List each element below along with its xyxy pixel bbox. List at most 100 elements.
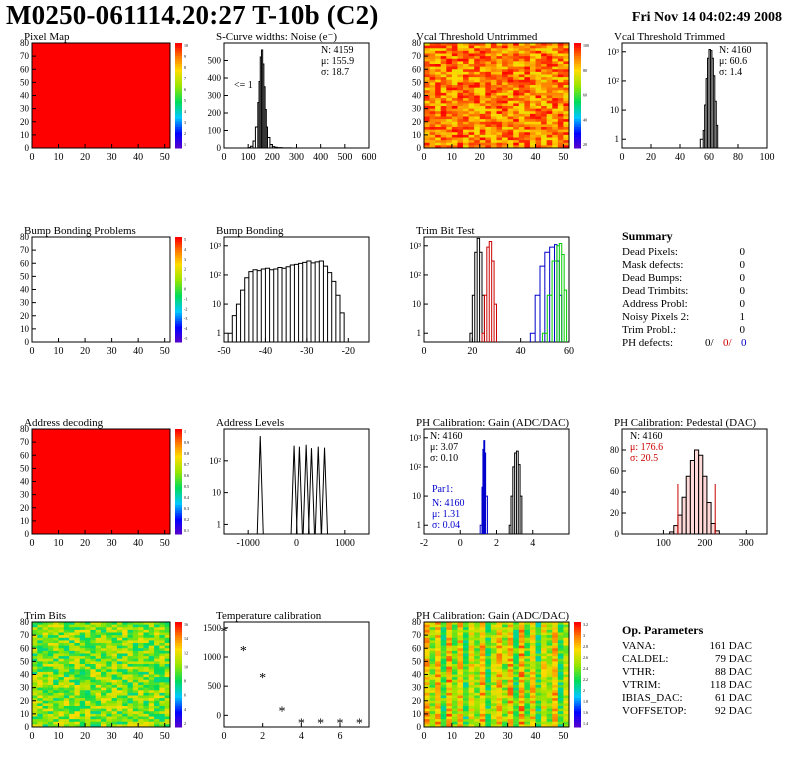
heatmap-cell — [524, 145, 531, 149]
palette-tick: 8 — [184, 679, 186, 684]
heatmap-cell — [32, 645, 38, 649]
heatmap-cell — [154, 640, 160, 644]
stat-line: σ: 1.4 — [719, 67, 742, 78]
heatmap-cell — [79, 632, 86, 636]
palette-cell — [175, 450, 182, 454]
heatmap-cell — [451, 87, 458, 91]
heatmap-cell — [485, 666, 492, 670]
heatmap-cell — [546, 724, 553, 728]
palette-cell — [175, 258, 182, 262]
heatmap-cell — [159, 643, 166, 647]
heatmap-cell — [563, 661, 570, 665]
heatmap-cell — [513, 48, 520, 52]
palette-cell — [175, 129, 182, 133]
heatmap-cell — [490, 66, 497, 70]
heatmap-cell — [513, 71, 520, 75]
heatmap-cell — [518, 64, 525, 68]
heatmap-cell — [451, 53, 458, 57]
heatmap-cell — [53, 637, 59, 641]
heatmap-cell — [524, 685, 531, 689]
heatmap-cell — [563, 671, 570, 675]
heatmap-cell — [490, 108, 497, 112]
heatmap-cell — [535, 656, 542, 660]
heatmap-cell — [563, 640, 570, 644]
palette-tick: 0.1 — [184, 528, 189, 533]
heatmap-cell — [446, 624, 453, 628]
heatmap-cell — [148, 666, 155, 670]
heatmap-cell — [535, 627, 542, 631]
heatmap-cell — [143, 635, 150, 639]
x-tick-label: 40 — [516, 346, 526, 357]
heatmap-cell — [518, 698, 525, 702]
heatmap-cell — [557, 43, 564, 47]
heatmap-cell — [535, 624, 542, 628]
chart-title: Temperature calibration — [216, 610, 322, 622]
heatmap-cell — [463, 627, 470, 631]
heatmap-cell — [474, 724, 481, 728]
heatmap-cell — [74, 671, 81, 675]
heatmap-cell — [90, 724, 97, 728]
heatmap-cell — [513, 77, 520, 81]
heatmap-cell — [463, 713, 470, 717]
heatmap-cell — [143, 700, 150, 704]
palette-cell — [175, 635, 182, 639]
heatmap-cell — [127, 713, 134, 717]
heatmap-cell — [485, 632, 492, 636]
heatmap-cell — [502, 711, 509, 715]
heatmap-cell — [429, 656, 436, 660]
palette-cell — [175, 100, 182, 104]
y-tick-label: 70 — [20, 51, 30, 61]
heatmap-cell — [429, 622, 436, 626]
heatmap-cell — [116, 708, 123, 712]
heatmap-cell — [490, 622, 497, 626]
heatmap-cell — [502, 53, 509, 57]
heatmap-cell — [502, 106, 509, 110]
heatmap-cell — [69, 645, 75, 649]
heatmap-cell — [90, 656, 97, 660]
palette-cell — [574, 666, 581, 670]
heatmap-cell — [524, 645, 531, 649]
palette-cell — [574, 64, 581, 68]
heatmap-cell — [507, 90, 514, 94]
heatmap-cell — [502, 82, 509, 86]
heatmap-cell — [69, 692, 75, 696]
heatmap-cell — [63, 698, 70, 702]
heatmap-cell — [85, 703, 91, 707]
heatmap-cell — [496, 100, 503, 104]
heatmap-cell — [563, 679, 570, 683]
heatmap-cell — [95, 622, 102, 626]
heatmap-cell — [58, 711, 65, 715]
palette-cell — [175, 103, 182, 107]
heatmap-cell — [557, 627, 564, 631]
heatmap-cell — [507, 113, 514, 117]
bar — [698, 454, 704, 535]
palette-cell — [175, 273, 182, 277]
x-tick-label: 10 — [447, 152, 457, 163]
heatmap-cell — [546, 66, 553, 70]
heatmap-cell — [479, 724, 486, 728]
heatmap-cell — [440, 82, 447, 86]
heatmap-cell — [90, 687, 97, 691]
heatmap-cell — [143, 685, 150, 689]
heatmap-cell — [552, 716, 559, 720]
heatmap-cell — [496, 77, 503, 81]
heatmap-cell — [502, 71, 509, 75]
heatmap-cell — [518, 637, 525, 641]
palette-tick: 12 — [184, 650, 188, 655]
heatmap-cell — [457, 682, 464, 686]
heatmap-cell — [429, 92, 436, 96]
heatmap-cell — [47, 648, 54, 652]
heatmap-cell — [138, 629, 144, 633]
heatmap-cell — [138, 661, 144, 665]
heatmap-cell — [79, 713, 86, 717]
heatmap-cell — [79, 650, 86, 654]
heatmap-cell — [496, 706, 503, 710]
heatmap-cell — [479, 645, 486, 649]
heatmap-cell — [479, 627, 486, 631]
palette-cell — [175, 645, 182, 649]
heatmap-cell — [116, 622, 123, 626]
palette-cell — [175, 43, 182, 47]
palette-cell — [175, 513, 182, 517]
heatmap-cell — [85, 624, 91, 628]
palette-cell — [574, 682, 581, 686]
